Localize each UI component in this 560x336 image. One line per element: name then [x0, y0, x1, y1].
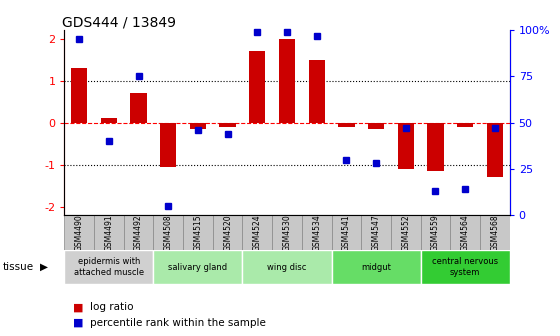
- Bar: [457, 123, 473, 127]
- Text: percentile rank within the sample: percentile rank within the sample: [90, 318, 265, 328]
- Text: GSM4534: GSM4534: [312, 214, 321, 251]
- Bar: [190, 123, 206, 129]
- Text: GSM4541: GSM4541: [342, 214, 351, 251]
- Text: GSM4524: GSM4524: [253, 214, 262, 251]
- FancyBboxPatch shape: [124, 215, 153, 250]
- FancyBboxPatch shape: [391, 215, 421, 250]
- Text: GDS444 / 13849: GDS444 / 13849: [62, 15, 176, 29]
- FancyBboxPatch shape: [94, 215, 124, 250]
- Text: GSM4515: GSM4515: [193, 214, 203, 251]
- FancyBboxPatch shape: [242, 250, 332, 284]
- FancyBboxPatch shape: [153, 250, 242, 284]
- Text: GSM4492: GSM4492: [134, 214, 143, 251]
- Bar: [249, 51, 265, 123]
- Bar: [160, 123, 176, 167]
- Text: ■: ■: [73, 318, 83, 328]
- Text: GSM4568: GSM4568: [490, 214, 500, 251]
- Text: GSM4530: GSM4530: [282, 214, 292, 251]
- FancyBboxPatch shape: [450, 215, 480, 250]
- Bar: [487, 123, 503, 177]
- Text: GSM4559: GSM4559: [431, 214, 440, 251]
- Bar: [338, 123, 354, 127]
- FancyBboxPatch shape: [242, 215, 272, 250]
- Bar: [101, 119, 117, 123]
- FancyBboxPatch shape: [183, 215, 213, 250]
- FancyBboxPatch shape: [153, 215, 183, 250]
- FancyBboxPatch shape: [421, 250, 510, 284]
- Text: epidermis with
attached muscle: epidermis with attached muscle: [74, 257, 144, 277]
- Text: GSM4547: GSM4547: [371, 214, 381, 251]
- Text: GSM4520: GSM4520: [223, 214, 232, 251]
- Bar: [309, 60, 325, 123]
- FancyBboxPatch shape: [332, 250, 421, 284]
- Text: GSM4491: GSM4491: [104, 214, 114, 251]
- FancyBboxPatch shape: [421, 215, 450, 250]
- FancyBboxPatch shape: [213, 215, 242, 250]
- Text: GSM4490: GSM4490: [74, 214, 84, 251]
- Text: central nervous
system: central nervous system: [432, 257, 498, 277]
- Text: tissue: tissue: [3, 262, 34, 272]
- FancyBboxPatch shape: [361, 215, 391, 250]
- Text: ■: ■: [73, 302, 83, 312]
- Bar: [427, 123, 444, 171]
- FancyBboxPatch shape: [272, 215, 302, 250]
- Text: ▶: ▶: [40, 262, 48, 272]
- FancyBboxPatch shape: [332, 215, 361, 250]
- Bar: [368, 123, 384, 129]
- Bar: [398, 123, 414, 169]
- Bar: [130, 93, 147, 123]
- Text: salivary gland: salivary gland: [169, 263, 227, 271]
- Text: wing disc: wing disc: [267, 263, 307, 271]
- Text: log ratio: log ratio: [90, 302, 133, 312]
- Text: GSM4552: GSM4552: [401, 214, 410, 251]
- Bar: [279, 39, 295, 123]
- Text: GSM4508: GSM4508: [164, 214, 173, 251]
- FancyBboxPatch shape: [64, 250, 153, 284]
- FancyBboxPatch shape: [480, 215, 510, 250]
- Bar: [71, 68, 87, 123]
- Bar: [220, 123, 236, 127]
- Text: midgut: midgut: [361, 263, 391, 271]
- FancyBboxPatch shape: [64, 215, 94, 250]
- FancyBboxPatch shape: [302, 215, 332, 250]
- Text: GSM4564: GSM4564: [460, 214, 470, 251]
